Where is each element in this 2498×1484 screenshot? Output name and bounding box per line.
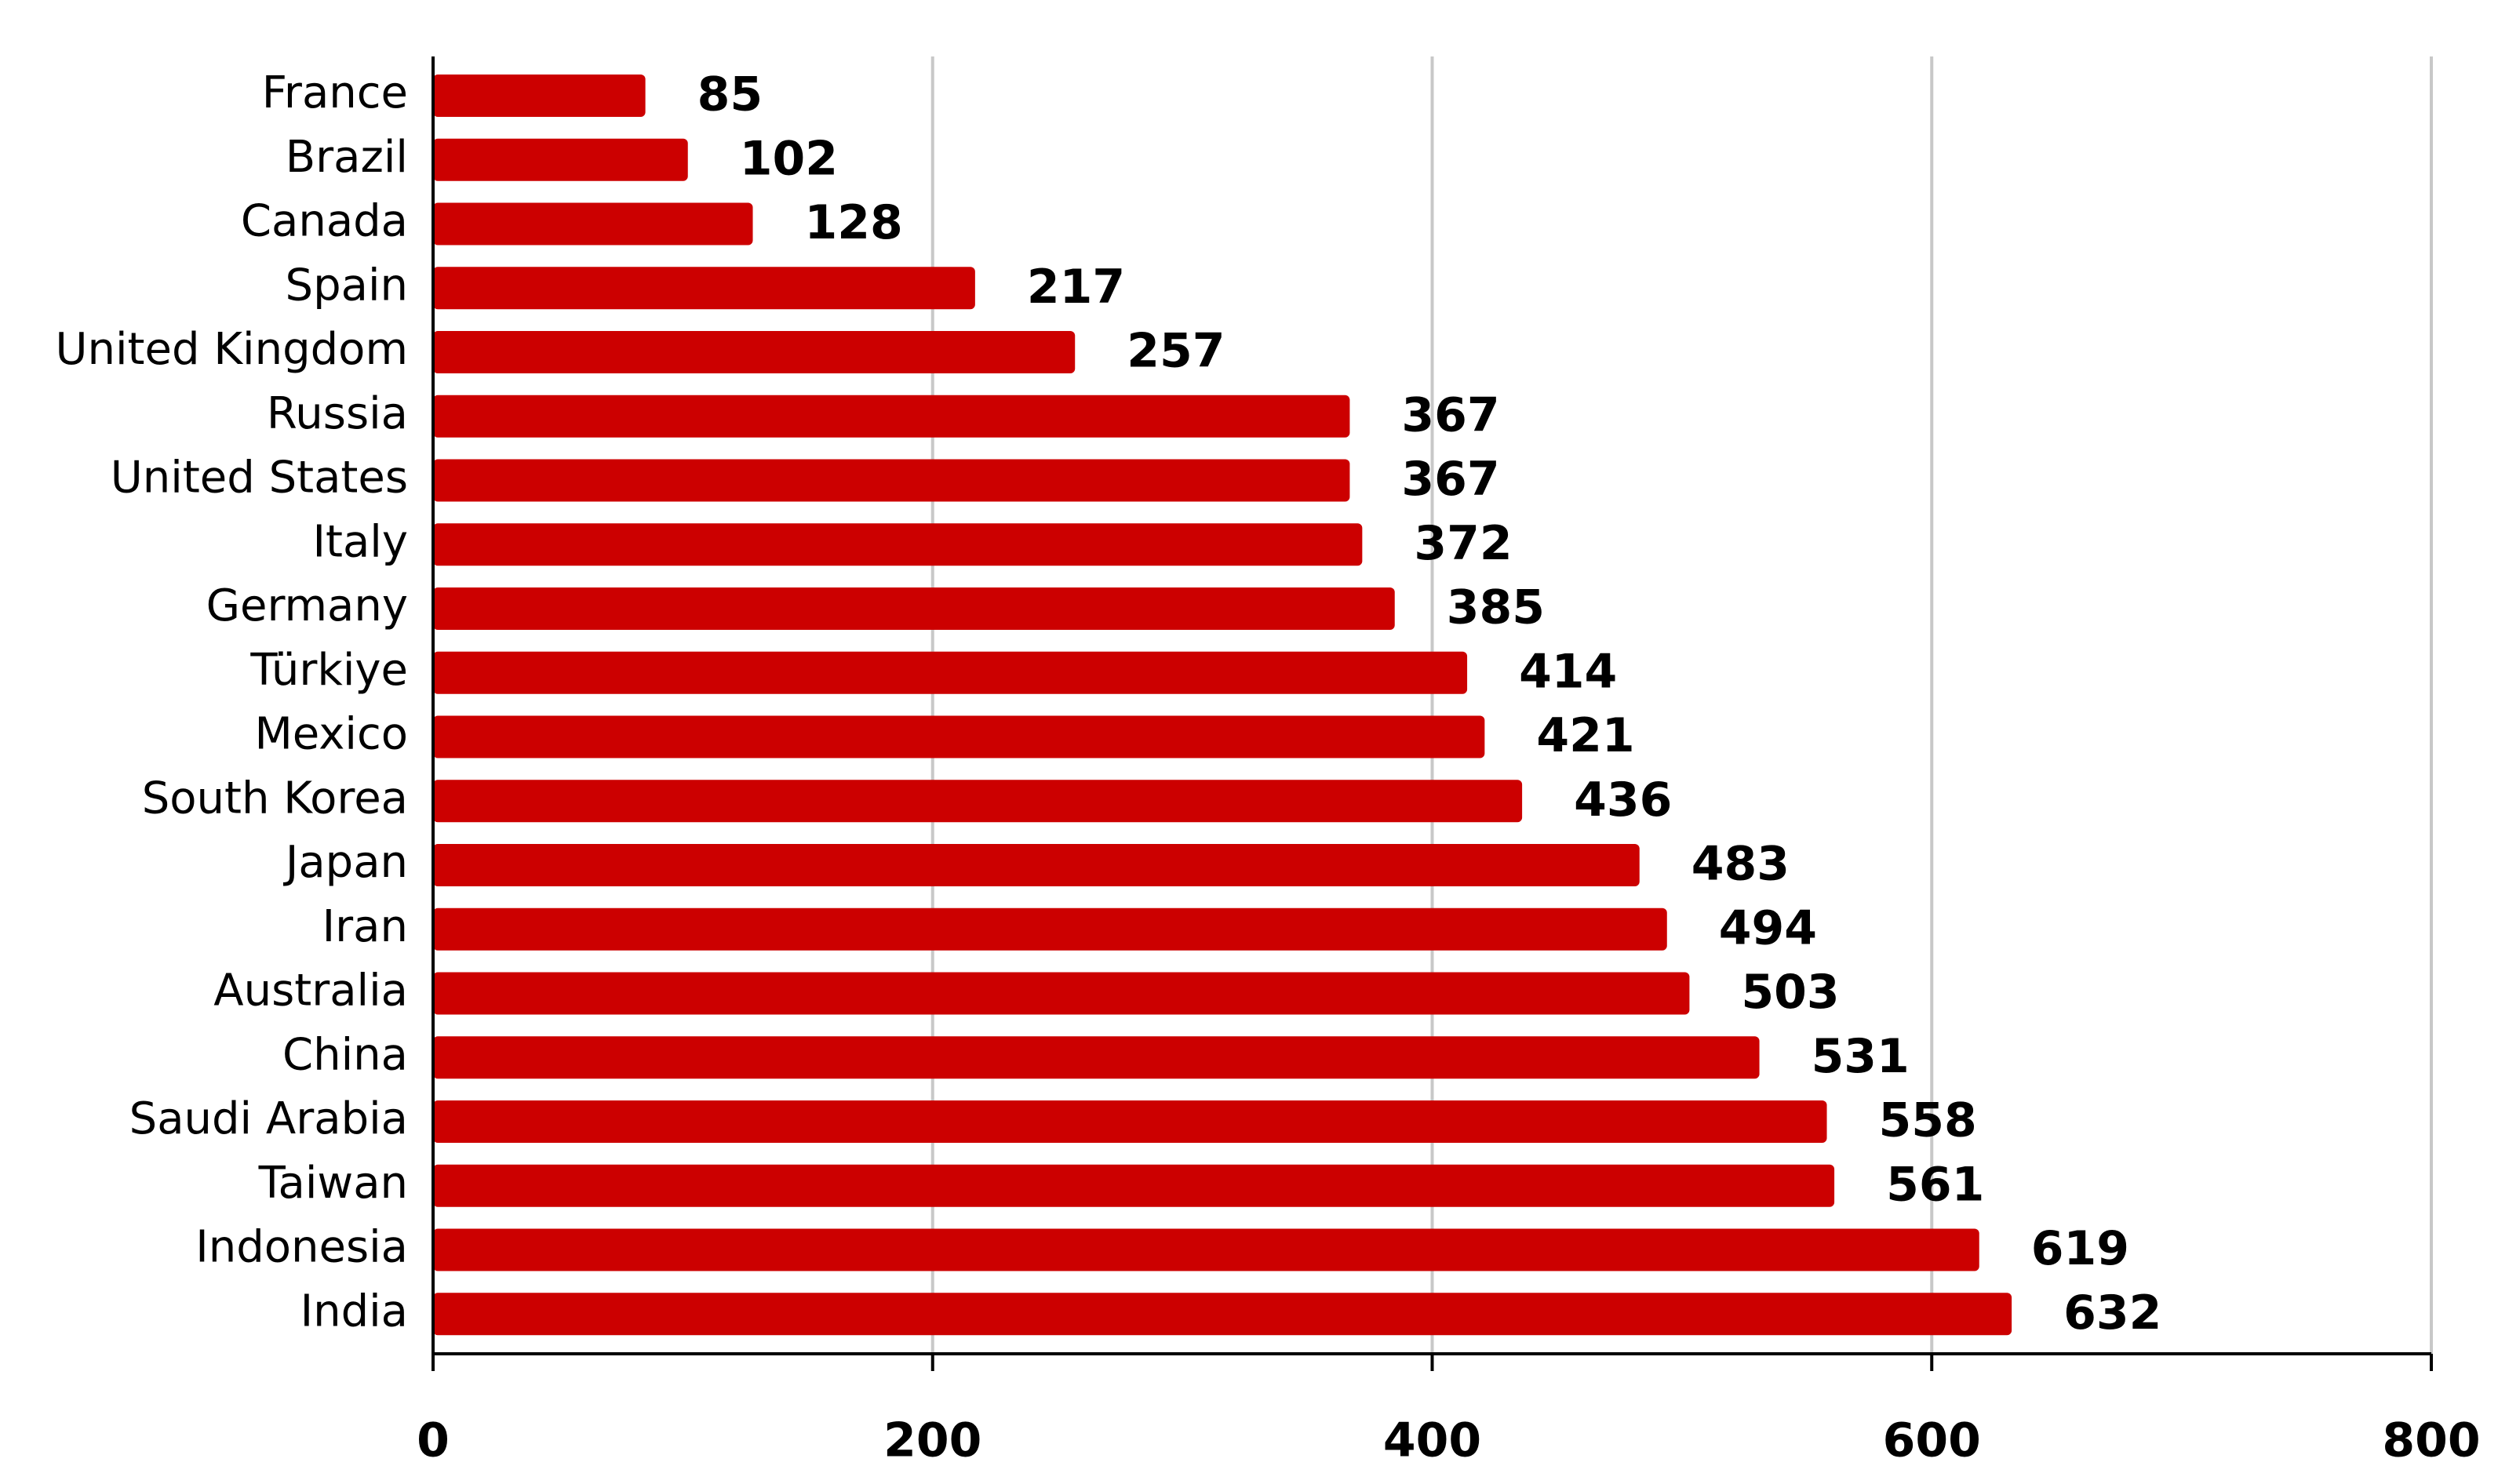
value-label: 385 <box>1447 580 1545 635</box>
x-tick-label: 0 <box>417 1413 450 1468</box>
value-label: 367 <box>1401 452 1499 507</box>
bar <box>433 138 688 181</box>
value-label: 367 <box>1401 387 1499 442</box>
y-tick-label: United States <box>111 453 408 504</box>
value-label: 632 <box>2063 1286 2161 1340</box>
bar <box>433 75 646 117</box>
bar <box>433 267 975 310</box>
value-label: 503 <box>1741 965 1839 1020</box>
value-label: 102 <box>740 131 838 186</box>
y-tick-label: Germany <box>206 580 408 631</box>
y-tick-label: Russia <box>267 388 408 439</box>
value-label: 414 <box>1519 644 1617 699</box>
bar <box>433 1293 2012 1336</box>
bar <box>433 780 1523 823</box>
y-tick-label: Iran <box>322 901 408 952</box>
y-tick-label: Canada <box>241 196 408 247</box>
y-tick-label: Australia <box>213 966 408 1017</box>
bar <box>433 907 1667 951</box>
bar <box>433 651 1468 694</box>
y-tick-label: United Kingdom <box>56 324 408 375</box>
value-label: 483 <box>1691 837 1790 892</box>
bar <box>433 395 1350 438</box>
y-tick-label: South Korea <box>142 773 408 824</box>
value-label: 436 <box>1574 773 1672 827</box>
y-tick-label: Türkiye <box>249 645 408 696</box>
value-label: 217 <box>1027 260 1125 315</box>
value-label: 558 <box>1879 1093 1977 1148</box>
y-tick-label: India <box>300 1286 408 1337</box>
x-tick-label: 400 <box>1383 1413 1481 1468</box>
x-tick-label: 600 <box>1883 1413 1981 1468</box>
value-label: 85 <box>697 67 763 122</box>
bar <box>433 1164 1835 1207</box>
value-label: 561 <box>1886 1157 1984 1212</box>
value-label: 372 <box>1414 516 1512 571</box>
value-label: 619 <box>2031 1221 2129 1276</box>
y-tick-label: Japan <box>283 837 408 888</box>
value-label: 128 <box>805 195 903 250</box>
bar <box>433 1228 1979 1271</box>
y-tick-label: China <box>282 1029 408 1080</box>
x-tick-label: 200 <box>883 1413 981 1468</box>
bar <box>433 844 1640 886</box>
y-tick-label: France <box>262 67 408 118</box>
value-label: 531 <box>1812 1029 1910 1084</box>
y-tick-label: Mexico <box>254 709 408 760</box>
x-tick-label: 800 <box>2382 1413 2480 1468</box>
value-label: 421 <box>1536 708 1634 763</box>
bar <box>433 523 1363 566</box>
bar <box>433 715 1485 758</box>
bar <box>433 972 1690 1015</box>
bar <box>433 459 1350 502</box>
bar <box>433 1100 1827 1143</box>
y-tick-label: Taiwan <box>258 1158 408 1209</box>
y-tick-label: Brazil <box>286 132 408 183</box>
bar <box>433 587 1395 630</box>
y-tick-label: Spain <box>286 260 408 311</box>
y-tick-label: Saudi Arabia <box>129 1093 408 1144</box>
bar <box>433 1036 1760 1079</box>
y-tick-label: Italy <box>313 516 409 567</box>
bar <box>433 202 753 246</box>
y-tick-label: Indonesia <box>195 1222 408 1273</box>
bar <box>433 331 1076 373</box>
value-label: 257 <box>1127 324 1225 379</box>
value-label: 494 <box>1719 900 1817 955</box>
